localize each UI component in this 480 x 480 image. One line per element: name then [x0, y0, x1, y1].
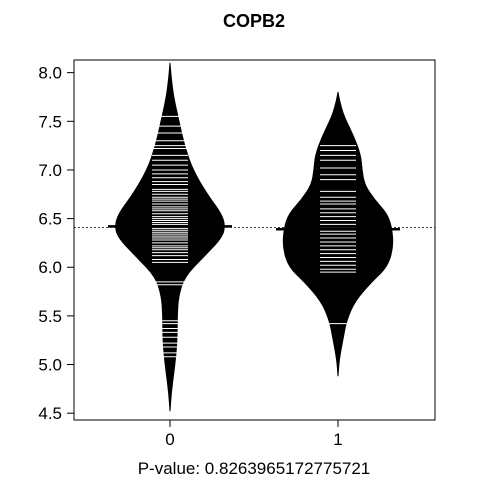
y-tick-label: 5.0 — [38, 356, 62, 375]
bean-1 — [282, 92, 394, 377]
y-axis: 4.5 5.0 5.5 6.0 6.5 7.0 7.5 8.0 — [38, 64, 74, 423]
y-tick-label: 4.5 — [38, 404, 62, 423]
x-tick-label: 0 — [165, 430, 174, 449]
x-axis-label: P-value: 0.8263965172775721 — [138, 459, 371, 478]
y-tick-label: 7.5 — [38, 112, 62, 131]
y-tick-label: 7.0 — [38, 161, 62, 180]
y-tick-label: 6.5 — [38, 210, 62, 229]
beans-layer — [115, 62, 394, 412]
x-tick-label: 1 — [333, 430, 342, 449]
bean-0 — [115, 62, 225, 412]
plot-frame — [73, 59, 436, 421]
chart-title: COPB2 — [223, 11, 285, 31]
y-tick-label: 5.5 — [38, 307, 62, 326]
bean-shape-0 — [115, 62, 225, 412]
y-tick-label: 8.0 — [38, 64, 62, 83]
y-tick-label: 6.0 — [38, 258, 62, 277]
average-lines-layer — [108, 225, 400, 231]
